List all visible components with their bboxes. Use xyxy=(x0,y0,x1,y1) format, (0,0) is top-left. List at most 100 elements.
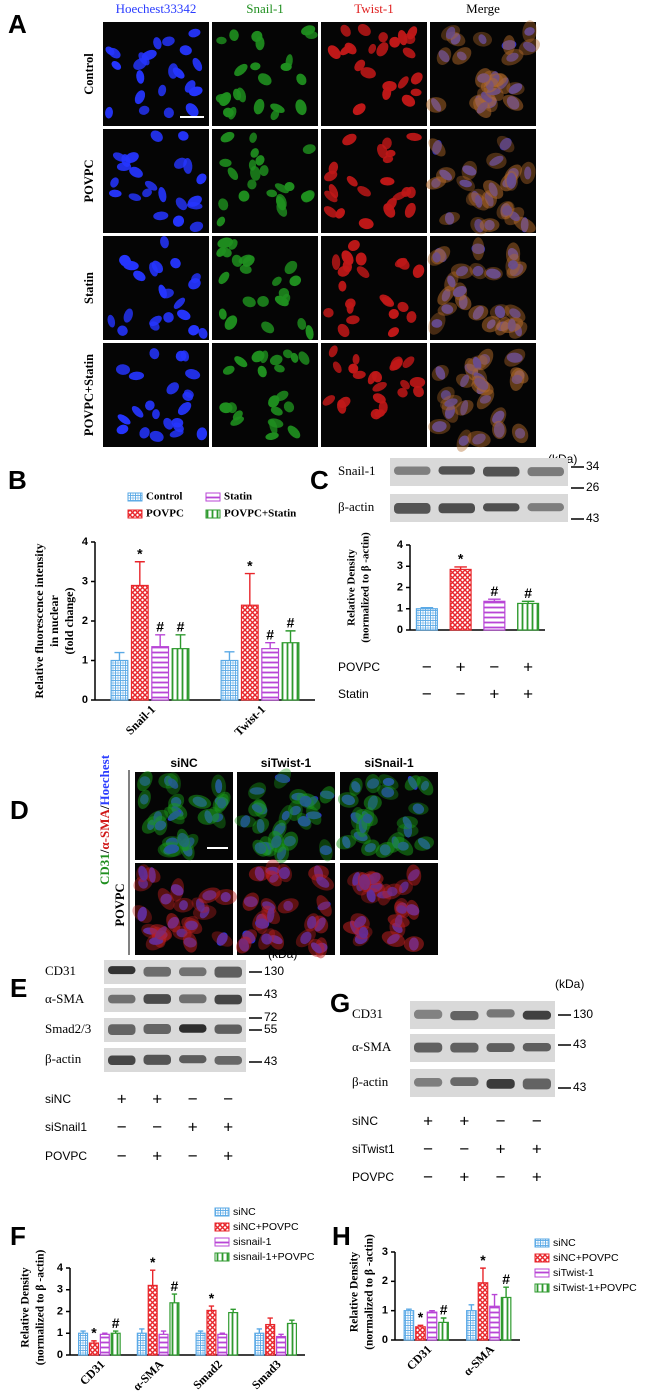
cell xyxy=(319,786,335,804)
cell xyxy=(518,38,541,56)
cell xyxy=(452,285,467,298)
cell xyxy=(182,932,198,953)
blot-row-label: Smad2/3 xyxy=(45,1021,91,1036)
error-bar xyxy=(521,600,535,604)
cell xyxy=(234,356,248,368)
error-bar xyxy=(160,1330,167,1335)
cell xyxy=(352,370,366,379)
cell xyxy=(342,133,357,146)
cell xyxy=(506,352,523,363)
cell xyxy=(105,106,113,119)
blot-band xyxy=(483,466,520,477)
cell xyxy=(372,381,387,392)
cell xyxy=(128,193,142,201)
bar xyxy=(240,604,259,701)
cell xyxy=(185,369,201,380)
cell xyxy=(287,425,301,439)
error-bar xyxy=(230,1308,236,1313)
cell xyxy=(381,931,405,947)
y-tick-label: 0 xyxy=(397,624,403,636)
cell xyxy=(440,390,451,401)
cell xyxy=(441,25,461,41)
x-tick-label: Smad2 xyxy=(190,1357,225,1392)
cell xyxy=(361,806,375,831)
cell xyxy=(117,325,128,336)
bar xyxy=(500,1296,512,1341)
cell xyxy=(456,429,472,452)
cell xyxy=(166,913,181,933)
cell xyxy=(402,816,413,829)
cell xyxy=(324,190,338,203)
cell xyxy=(316,876,330,888)
cell xyxy=(394,879,413,896)
cell xyxy=(132,905,152,924)
side-label-part: CD31 xyxy=(97,853,112,885)
cell xyxy=(257,73,272,86)
error-bar xyxy=(91,1340,97,1344)
cell xyxy=(397,387,408,398)
cell xyxy=(183,157,193,174)
cell xyxy=(489,304,511,320)
error-bar xyxy=(417,1324,424,1327)
blot-band xyxy=(438,466,475,475)
legend-label: siNC+POVPC xyxy=(553,1252,619,1264)
micrograph xyxy=(212,129,318,233)
cell xyxy=(467,430,491,448)
error-bar xyxy=(150,1269,156,1286)
bar xyxy=(477,1282,489,1341)
size-marker: 55 xyxy=(264,1022,278,1036)
cell xyxy=(328,345,338,358)
cell xyxy=(158,187,167,203)
cell xyxy=(486,152,507,169)
cell xyxy=(352,354,360,365)
cell xyxy=(282,349,293,359)
cell xyxy=(394,901,410,918)
cell xyxy=(185,103,199,117)
blot-band xyxy=(108,994,136,1004)
y-tick-label: 0 xyxy=(382,1334,388,1346)
blot-band xyxy=(108,1024,136,1035)
cell xyxy=(238,254,253,264)
blot-row-label: α-SMA xyxy=(45,991,85,1006)
cell xyxy=(500,317,524,334)
cell xyxy=(296,793,315,810)
cell xyxy=(338,280,347,292)
cell xyxy=(154,820,167,831)
blot-band xyxy=(179,1024,207,1033)
blot-band xyxy=(486,1009,515,1018)
bar xyxy=(286,1322,297,1356)
cell xyxy=(160,893,172,905)
blot-band xyxy=(450,1042,479,1053)
cell xyxy=(352,103,366,116)
cell xyxy=(447,275,456,288)
cell xyxy=(308,938,325,957)
blot-band xyxy=(143,1054,171,1065)
bar xyxy=(483,600,506,631)
cell xyxy=(363,795,382,811)
cell xyxy=(158,84,167,97)
cell xyxy=(170,878,185,902)
bar xyxy=(254,1332,265,1356)
cell xyxy=(511,423,529,444)
legend-swatch xyxy=(534,1268,550,1278)
cell xyxy=(177,402,192,416)
cell xyxy=(277,898,299,914)
cell xyxy=(308,865,329,881)
legend-label: sisnail-1+POVPC xyxy=(233,1251,315,1263)
cell xyxy=(456,175,476,192)
condition-label: siNC xyxy=(45,1092,71,1106)
cell xyxy=(319,845,332,856)
cell xyxy=(441,304,454,314)
cell xyxy=(400,379,410,390)
cell xyxy=(508,260,519,270)
cell xyxy=(406,899,420,920)
cell xyxy=(378,774,399,790)
cell xyxy=(335,208,345,219)
y-tick-label: 4 xyxy=(82,536,89,548)
condition-sign: − xyxy=(459,1139,469,1158)
cell xyxy=(216,216,226,227)
condition-sign: + xyxy=(423,1111,433,1130)
cell xyxy=(173,897,194,913)
cell xyxy=(170,884,184,896)
legend-swatch xyxy=(534,1253,550,1263)
